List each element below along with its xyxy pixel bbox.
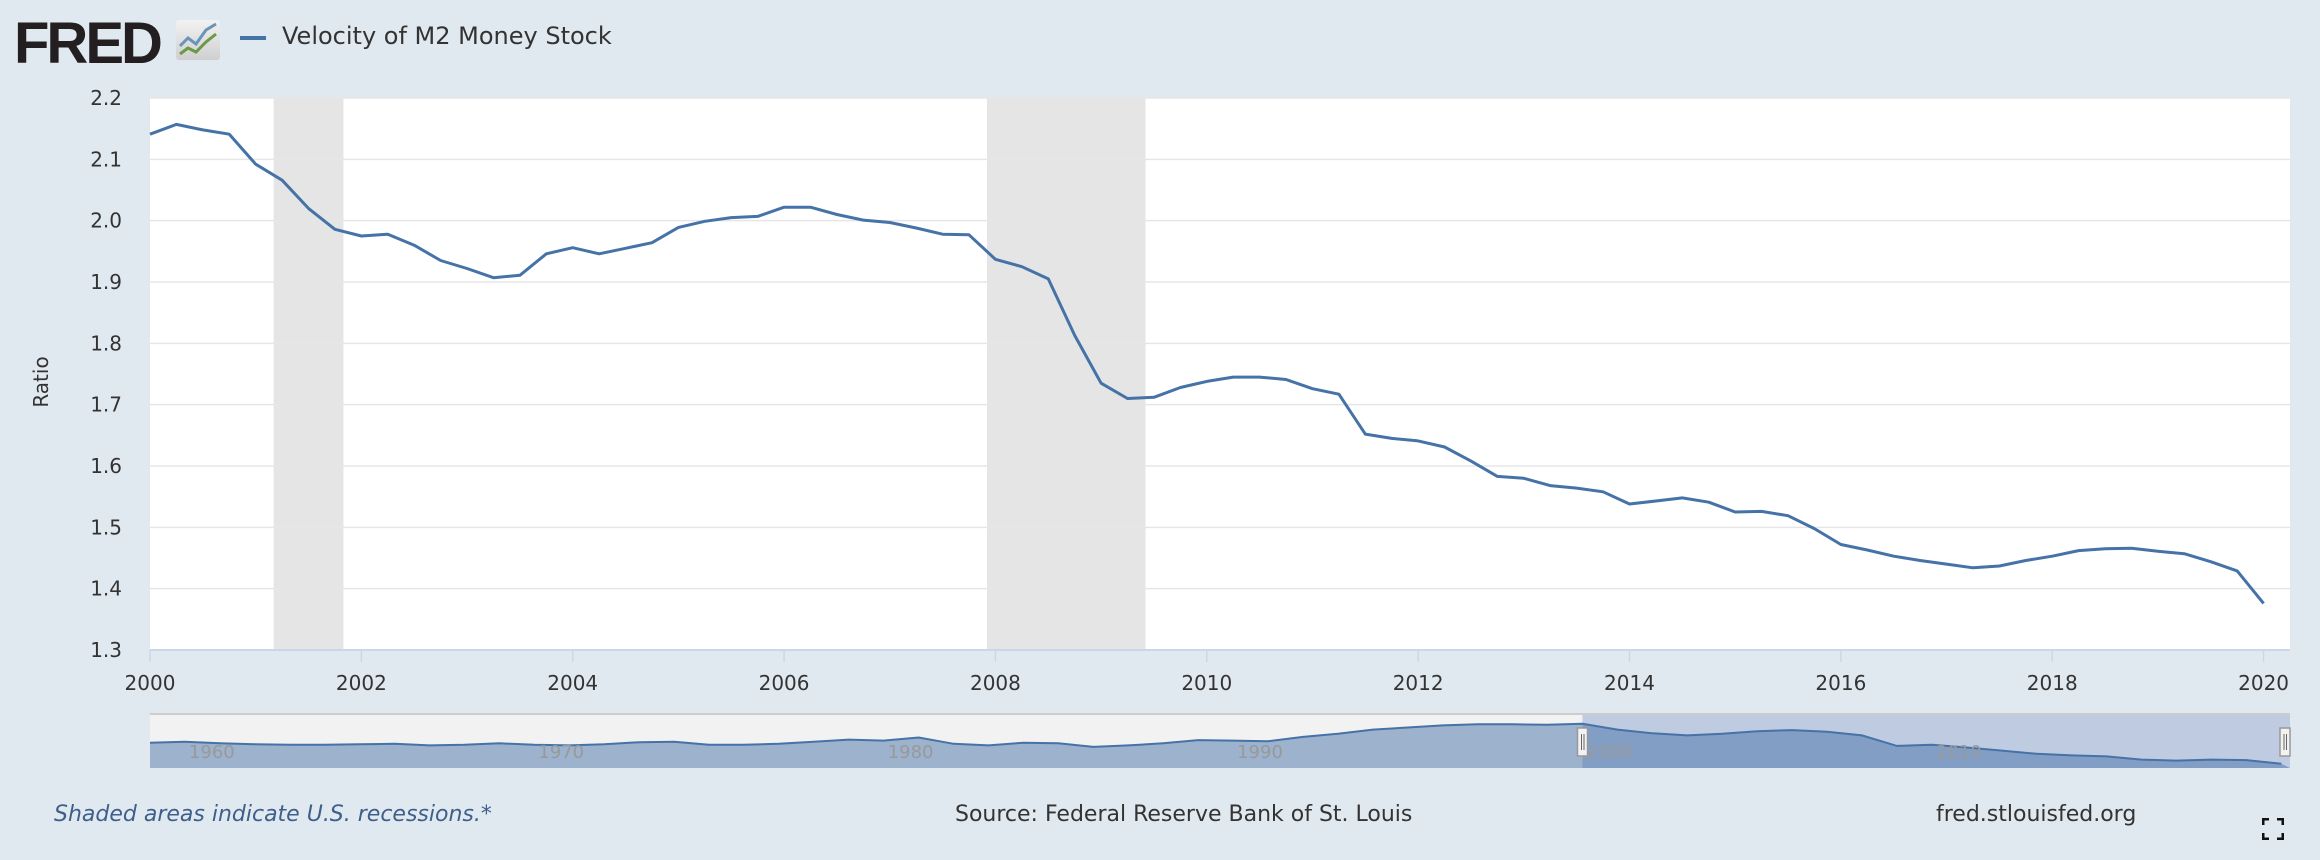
- x-tick-label: 2012: [1393, 671, 1444, 695]
- x-tick-label: 2008: [970, 671, 1021, 695]
- navigator-year-label: 1990: [1237, 742, 1283, 763]
- legend-series-title[interactable]: Velocity of M2 Money Stock: [282, 22, 612, 50]
- x-tick-label: 2018: [2027, 671, 2078, 695]
- x-tick-label: 2004: [547, 671, 598, 695]
- recession-shading: [273, 98, 1146, 650]
- y-tick-label: 2.0: [90, 209, 122, 233]
- fullscreen-icon[interactable]: [2261, 817, 2285, 841]
- y-tick-label: 1.4: [90, 577, 122, 601]
- fred-graph-icon: [176, 20, 220, 60]
- series: [149, 122, 2265, 605]
- y-tick-label: 2.1: [90, 147, 122, 171]
- site-link[interactable]: fred.stlouisfed.org: [1936, 802, 2137, 827]
- plot-area: [150, 98, 2290, 650]
- legend-swatch: [240, 36, 266, 40]
- x-tick-label: 2016: [1815, 671, 1866, 695]
- navigator-area: [150, 723, 2290, 768]
- x-tick-label: 2010: [1181, 671, 1232, 695]
- y-tick-label: 1.5: [90, 515, 122, 539]
- recession-note-link[interactable]: Shaded areas indicate U.S. recessions.*: [54, 802, 492, 827]
- navigator-year-label: 1960: [189, 742, 235, 763]
- recession-band: [986, 98, 1146, 650]
- y-tick-label: 1.6: [90, 454, 122, 478]
- y-tick-label: 1.3: [90, 638, 122, 662]
- fred-logo[interactable]: FRED: [14, 11, 163, 76]
- gridlines: [150, 97, 2290, 651]
- navigator-handle[interactable]: [2279, 727, 2291, 757]
- navigator-year-label: 1970: [538, 742, 584, 763]
- series-line: [149, 122, 2265, 605]
- recession-band: [273, 98, 344, 650]
- x-tick-label: 2002: [336, 671, 387, 695]
- navigator-year-label: 2000: [1586, 742, 1632, 763]
- x-tick-label: 2006: [759, 671, 810, 695]
- navigator-handle[interactable]: [1576, 727, 1589, 757]
- x-tick-label: 2020: [2238, 671, 2289, 695]
- navigator-year-label: 1980: [888, 742, 934, 763]
- y-tick-label: 1.8: [90, 331, 122, 355]
- x-tick-label: 2014: [1604, 671, 1655, 695]
- source-text: Source: Federal Reserve Bank of St. Loui…: [955, 802, 1413, 827]
- navigator[interactable]: 1960 1970 1980 1990 2000 2010: [149, 713, 2291, 768]
- y-tick-label: 1.9: [90, 270, 122, 294]
- navigator-year-label: 2010: [1936, 742, 1982, 763]
- navigator-line: [149, 722, 2282, 765]
- y-axis-label: Ratio: [29, 356, 53, 407]
- x-axis-ticks: 2000 2002 2004 2006 2008 2010 2012 2014 2016 2018…: [125, 649, 2290, 695]
- y-tick-label: 2.2: [90, 86, 122, 110]
- y-axis-ticks: 1.3 1.4 1.5 1.6 1.7 1.8 1.9 2.0 2.1 2.2: [90, 86, 122, 662]
- y-tick-label: 1.7: [90, 393, 122, 417]
- x-tick-label: 2000: [125, 671, 176, 695]
